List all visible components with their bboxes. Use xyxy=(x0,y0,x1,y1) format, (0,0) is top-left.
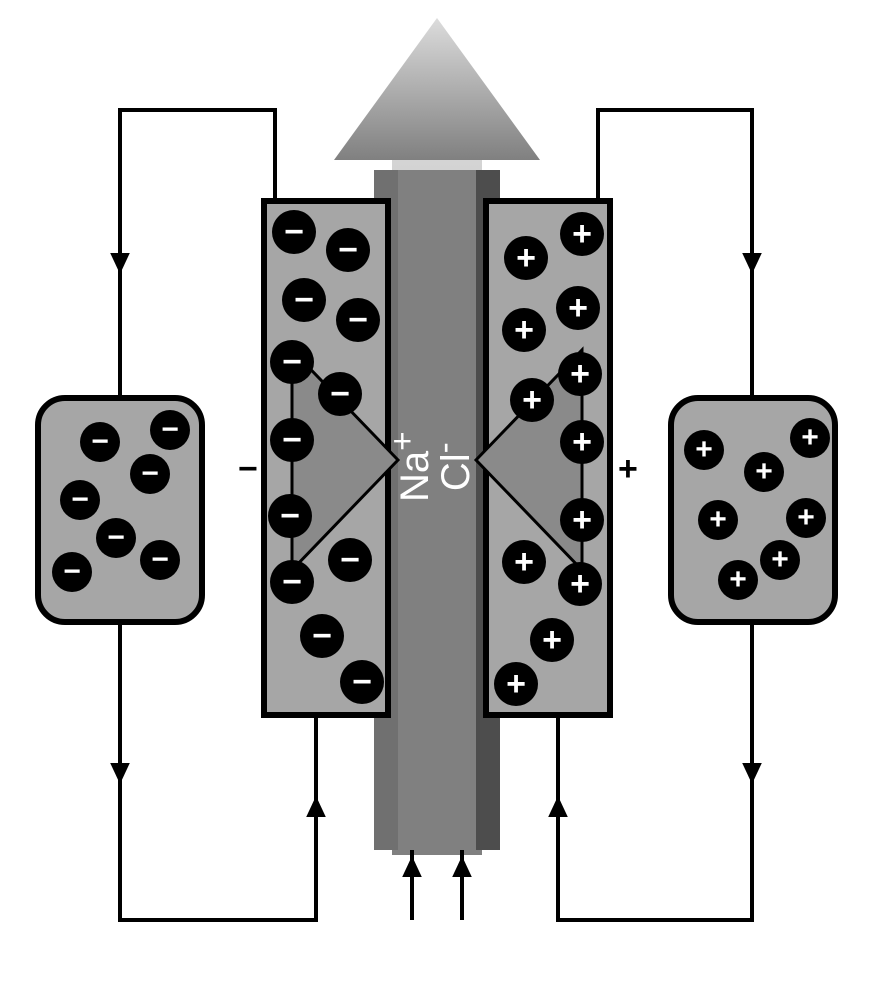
diagram-canvas: −−−−−−−+++++++−−−−−−−−−−−−++++++++++++ −… xyxy=(0,0,876,1000)
circuit-wires xyxy=(0,0,876,1000)
